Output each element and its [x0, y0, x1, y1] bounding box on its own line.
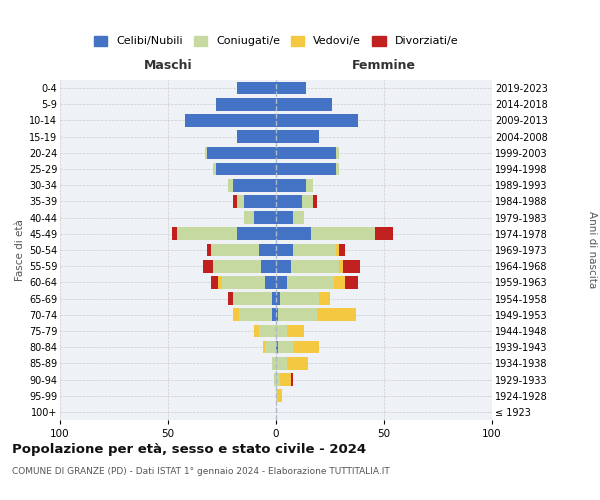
Bar [233, 308, 239, 321]
Bar [311, 228, 376, 240]
Bar [343, 260, 360, 272]
Bar [263, 341, 265, 353]
Bar [211, 276, 218, 288]
Bar [276, 324, 287, 338]
Bar [215, 162, 276, 175]
Bar [276, 292, 280, 305]
Bar [233, 292, 272, 305]
Bar [278, 308, 317, 321]
Bar [276, 341, 278, 353]
Bar [265, 341, 276, 353]
Legend: Celibi/Nubili, Coniugati/e, Vedovi/e, Divorziati/e: Celibi/Nubili, Coniugati/e, Vedovi/e, Di… [89, 31, 463, 51]
Bar [272, 357, 276, 370]
Bar [244, 195, 276, 207]
Bar [176, 228, 237, 240]
Bar [376, 228, 392, 240]
Bar [287, 324, 304, 338]
Text: Popolazione per età, sesso e stato civile - 2024: Popolazione per età, sesso e stato civil… [12, 442, 366, 456]
Bar [233, 179, 276, 192]
Bar [276, 130, 319, 143]
Bar [276, 195, 302, 207]
Bar [293, 341, 319, 353]
Bar [185, 114, 276, 127]
Text: Femmine: Femmine [352, 60, 416, 72]
Bar [239, 308, 272, 321]
Bar [276, 390, 278, 402]
Bar [214, 260, 261, 272]
Bar [276, 162, 337, 175]
Bar [237, 82, 276, 94]
Bar [287, 357, 308, 370]
Bar [313, 195, 317, 207]
Bar [205, 146, 207, 159]
Bar [229, 179, 233, 192]
Bar [218, 276, 222, 288]
Text: Maschi: Maschi [143, 60, 193, 72]
Bar [207, 244, 211, 256]
Bar [276, 308, 278, 321]
Text: COMUNE DI GRANZE (PD) - Dati ISTAT 1° gennaio 2024 - Elaborazione TUTTITALIA.IT: COMUNE DI GRANZE (PD) - Dati ISTAT 1° ge… [12, 468, 390, 476]
Bar [272, 308, 276, 321]
Bar [261, 260, 276, 272]
Bar [276, 357, 287, 370]
Bar [276, 146, 337, 159]
Bar [334, 276, 345, 288]
Bar [229, 292, 233, 305]
Bar [237, 228, 276, 240]
Bar [293, 244, 337, 256]
Bar [276, 98, 332, 110]
Bar [302, 195, 313, 207]
Bar [280, 373, 291, 386]
Bar [287, 276, 334, 288]
Bar [254, 324, 259, 338]
Bar [276, 179, 306, 192]
Bar [276, 114, 358, 127]
Bar [244, 212, 254, 224]
Bar [280, 292, 319, 305]
Bar [215, 98, 276, 110]
Bar [265, 276, 276, 288]
Bar [276, 82, 306, 94]
Bar [172, 228, 176, 240]
Bar [203, 260, 214, 272]
Bar [237, 130, 276, 143]
Bar [237, 195, 244, 207]
Bar [293, 212, 304, 224]
Bar [211, 244, 259, 256]
Bar [306, 179, 313, 192]
Bar [278, 341, 293, 353]
Bar [274, 373, 276, 386]
Bar [254, 212, 276, 224]
Bar [272, 292, 276, 305]
Bar [338, 244, 345, 256]
Bar [222, 276, 265, 288]
Text: Anni di nascita: Anni di nascita [587, 212, 597, 288]
Bar [276, 244, 293, 256]
Y-axis label: Fasce di età: Fasce di età [14, 219, 25, 281]
Bar [337, 162, 338, 175]
Bar [276, 228, 311, 240]
Bar [276, 373, 280, 386]
Bar [233, 195, 237, 207]
Bar [276, 260, 291, 272]
Bar [259, 324, 276, 338]
Bar [337, 146, 338, 159]
Bar [276, 212, 293, 224]
Bar [278, 390, 283, 402]
Bar [319, 292, 330, 305]
Bar [345, 276, 358, 288]
Bar [207, 146, 276, 159]
Bar [317, 308, 356, 321]
Bar [291, 260, 338, 272]
Bar [214, 162, 215, 175]
Bar [259, 244, 276, 256]
Bar [337, 244, 338, 256]
Bar [338, 260, 343, 272]
Bar [276, 276, 287, 288]
Bar [291, 373, 293, 386]
